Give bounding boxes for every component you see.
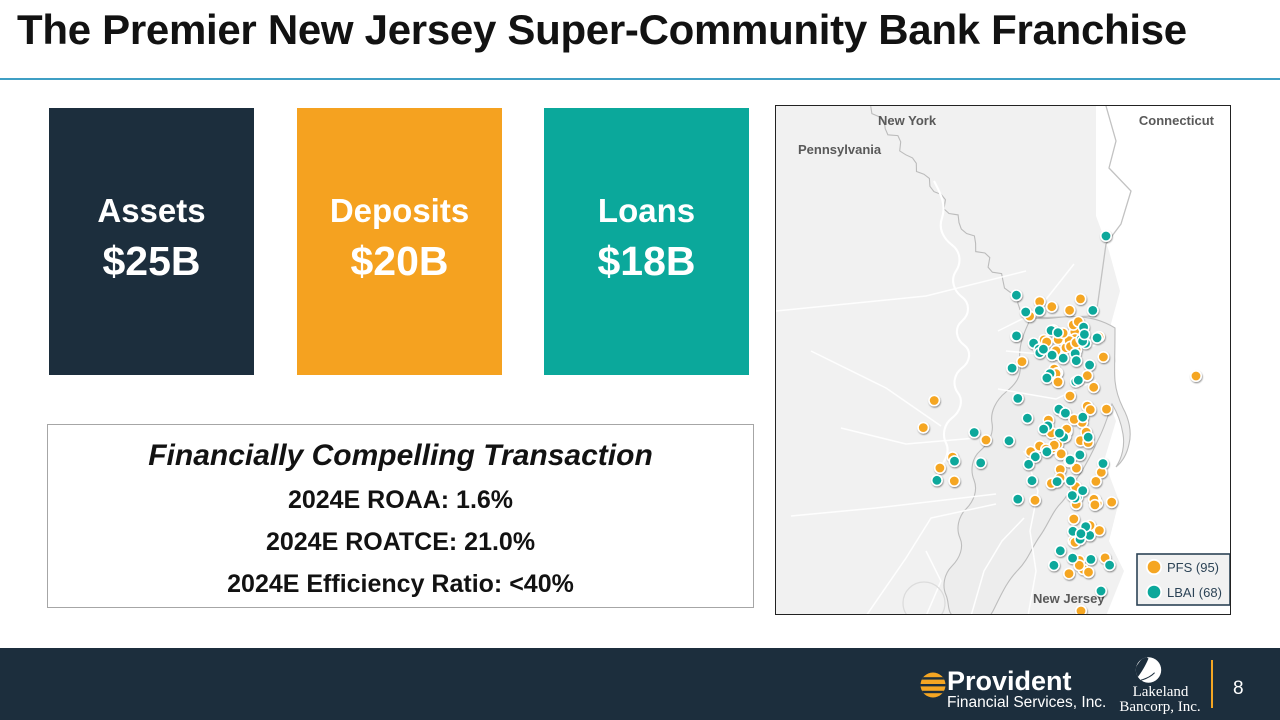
svg-text:New Jersey: New Jersey	[1033, 591, 1105, 606]
svg-text:PFS (95): PFS (95)	[1167, 560, 1219, 575]
svg-text:LBAI (68): LBAI (68)	[1167, 585, 1222, 600]
svg-text:New York: New York	[878, 113, 937, 128]
svg-text:Pennsylvania: Pennsylvania	[798, 142, 882, 157]
svg-text:Connecticut: Connecticut	[1139, 113, 1215, 128]
